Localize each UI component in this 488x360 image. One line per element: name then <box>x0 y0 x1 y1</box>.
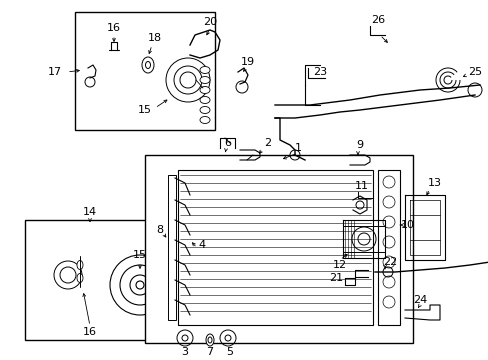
Text: 25: 25 <box>467 67 481 77</box>
Text: 7: 7 <box>206 347 213 357</box>
Text: 8: 8 <box>156 225 163 235</box>
Ellipse shape <box>200 107 209 113</box>
Text: 10: 10 <box>400 220 414 230</box>
Ellipse shape <box>200 67 209 73</box>
Text: 15: 15 <box>133 250 147 260</box>
Ellipse shape <box>200 96 209 104</box>
Text: 16: 16 <box>107 23 121 33</box>
Text: 20: 20 <box>203 17 217 27</box>
Text: 4: 4 <box>198 240 205 250</box>
Text: 17: 17 <box>48 67 62 77</box>
Text: 19: 19 <box>241 57 255 67</box>
Text: 23: 23 <box>312 67 326 77</box>
Text: 2: 2 <box>264 138 271 148</box>
Text: 21: 21 <box>328 273 343 283</box>
Ellipse shape <box>200 117 209 123</box>
Text: 6: 6 <box>224 138 231 148</box>
Text: 18: 18 <box>148 33 162 43</box>
Ellipse shape <box>205 334 214 346</box>
Bar <box>145 155 412 343</box>
Ellipse shape <box>207 337 212 343</box>
Text: 24: 24 <box>412 295 426 305</box>
Bar <box>377 170 399 325</box>
Text: 13: 13 <box>427 178 441 188</box>
Text: 26: 26 <box>370 15 384 25</box>
Ellipse shape <box>200 86 209 94</box>
Bar <box>178 170 372 325</box>
Text: 12: 12 <box>332 260 346 270</box>
Text: 9: 9 <box>356 140 363 150</box>
Text: 15: 15 <box>138 105 152 115</box>
Text: 1: 1 <box>294 143 301 153</box>
Text: 14: 14 <box>83 207 97 217</box>
Bar <box>168 175 176 320</box>
Bar <box>25 220 170 340</box>
Ellipse shape <box>77 274 83 283</box>
Text: 16: 16 <box>83 327 97 337</box>
Ellipse shape <box>142 57 154 73</box>
Text: 3: 3 <box>181 347 188 357</box>
Text: 5: 5 <box>226 347 233 357</box>
Text: 22: 22 <box>382 257 396 267</box>
Ellipse shape <box>145 62 150 68</box>
Ellipse shape <box>200 77 209 84</box>
Ellipse shape <box>77 261 83 270</box>
Text: 11: 11 <box>354 181 368 191</box>
Bar <box>75 12 215 130</box>
